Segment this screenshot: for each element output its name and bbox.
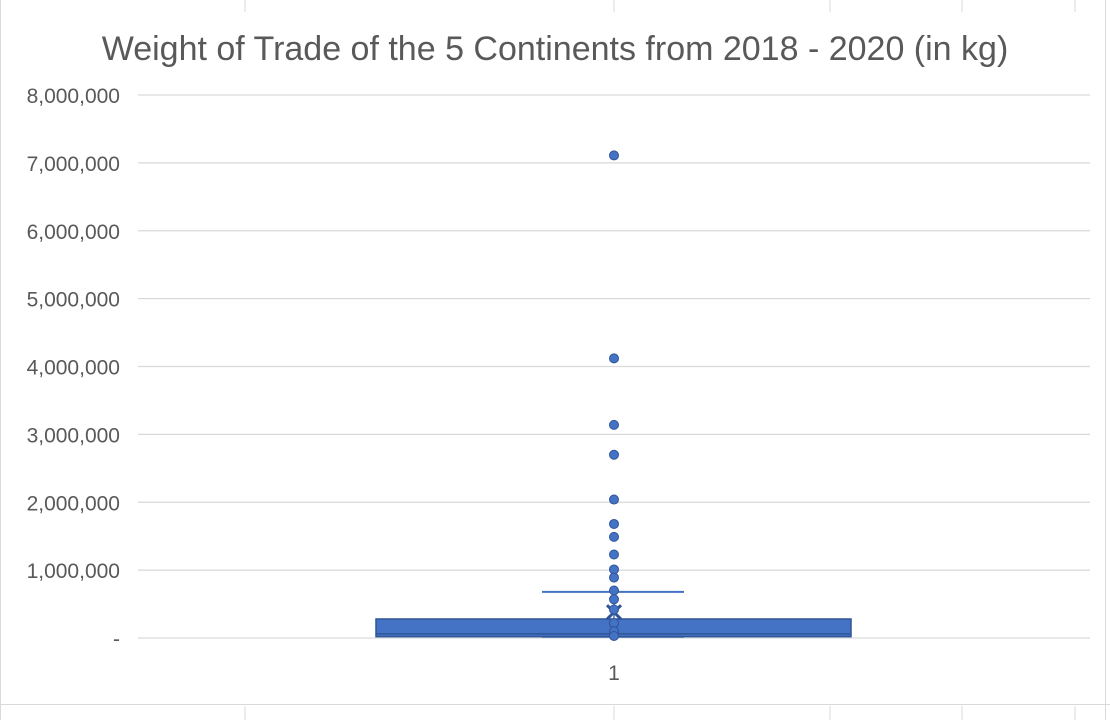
outlier-point (609, 572, 619, 583)
outlier-point (609, 630, 619, 641)
y-tick-label: 7,000,000 (27, 153, 120, 176)
outlier-point (609, 531, 619, 542)
y-axis-tick-labels: - 1,000,000 2,000,000 3,000,000 4,000,000 5,0… (27, 85, 120, 651)
outlier-point (609, 494, 619, 505)
outlier-points (609, 150, 619, 641)
y-tick-label: 3,000,000 (27, 424, 120, 447)
y-tick-label: 5,000,000 (27, 289, 120, 312)
chart-title: Weight of Trade of the 5 Continents from… (102, 30, 1009, 68)
outlier-point (609, 150, 619, 161)
outlier-point (609, 419, 619, 430)
y-tick-label: 4,000,000 (27, 357, 120, 380)
outlier-point (609, 604, 619, 615)
outlier-point (609, 449, 619, 460)
y-tick-label: 6,000,000 (27, 221, 120, 244)
outlier-point (609, 549, 619, 560)
outlier-point (609, 594, 619, 605)
y-tick-label: 8,000,000 (27, 85, 120, 108)
y-tick-label: - (113, 628, 120, 651)
y-tick-label: 2,000,000 (27, 492, 120, 515)
outlier-point (609, 353, 619, 364)
outlier-point (609, 585, 619, 596)
y-tick-label: 1,000,000 (27, 560, 120, 583)
x-axis-tick-labels: 1 (608, 662, 620, 685)
outlier-point (609, 518, 619, 529)
x-tick-label: 1 (608, 662, 620, 685)
